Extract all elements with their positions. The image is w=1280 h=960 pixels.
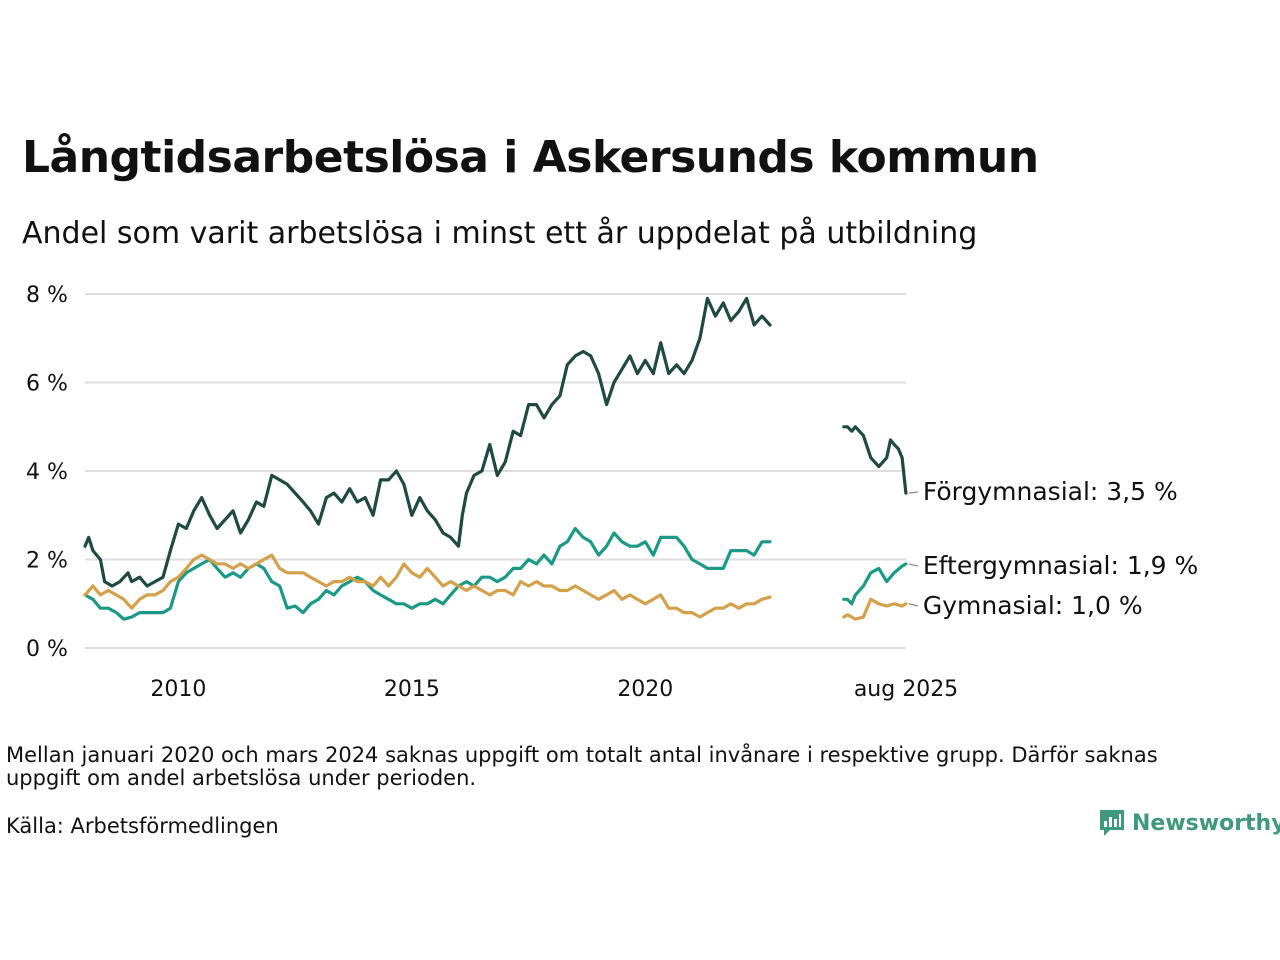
x-tick-label: 2015: [384, 677, 440, 702]
series-end-labels: Förgymnasial: 3,5 % Eftergymnasial: 1,9 %…: [908, 477, 1198, 620]
y-tick-label: 8 %: [26, 283, 68, 308]
y-tick-label: 2 %: [26, 549, 68, 574]
series-lines: [83, 296, 908, 621]
newsworthy-icon: [1100, 810, 1124, 836]
x-tick-label: 2020: [617, 677, 673, 702]
chart-subtitle: Andel som varit arbetslösa i minst ett å…: [22, 216, 978, 251]
y-tick-label: 0 %: [26, 637, 68, 662]
y-axis-ticks: 0 % 2 % 4 % 6 % 8 %: [26, 283, 68, 662]
source-text: Källa: Arbetsförmedlingen: [6, 814, 279, 838]
x-axis-ticks: 2010 2015 2020 aug 2025: [150, 677, 958, 702]
series-line-förgymnasial: [842, 425, 908, 495]
y-tick-label: 4 %: [26, 460, 68, 485]
end-label-eftergymnasial: Eftergymnasial: 1,9 %: [923, 551, 1198, 580]
series-line-gymnasial: [83, 553, 772, 619]
y-tick-label: 6 %: [26, 372, 68, 397]
end-label-connector: [908, 563, 918, 567]
end-label-gymnasial: Gymnasial: 1,0 %: [923, 591, 1143, 620]
series-line-eftergymnasial: [83, 526, 772, 621]
series-line-eftergymnasial: [842, 562, 908, 606]
series-line-förgymnasial: [83, 296, 772, 588]
end-label-förgymnasial: Förgymnasial: 3,5 %: [923, 477, 1178, 506]
brand-name: Newsworthy: [1132, 810, 1280, 836]
series-line-gymnasial: [842, 597, 908, 621]
footnote: Mellan januari 2020 och mars 2024 saknas…: [6, 743, 1158, 790]
x-tick-label: 2010: [150, 677, 206, 702]
chart-title: Långtidsarbetslösa i Askersunds kommun: [22, 132, 1039, 183]
end-label-connector: [908, 603, 919, 607]
x-tick-label: aug 2025: [854, 677, 958, 702]
newsworthy-logo: Newsworthy: [1098, 808, 1280, 838]
end-label-connector: [908, 491, 918, 494]
